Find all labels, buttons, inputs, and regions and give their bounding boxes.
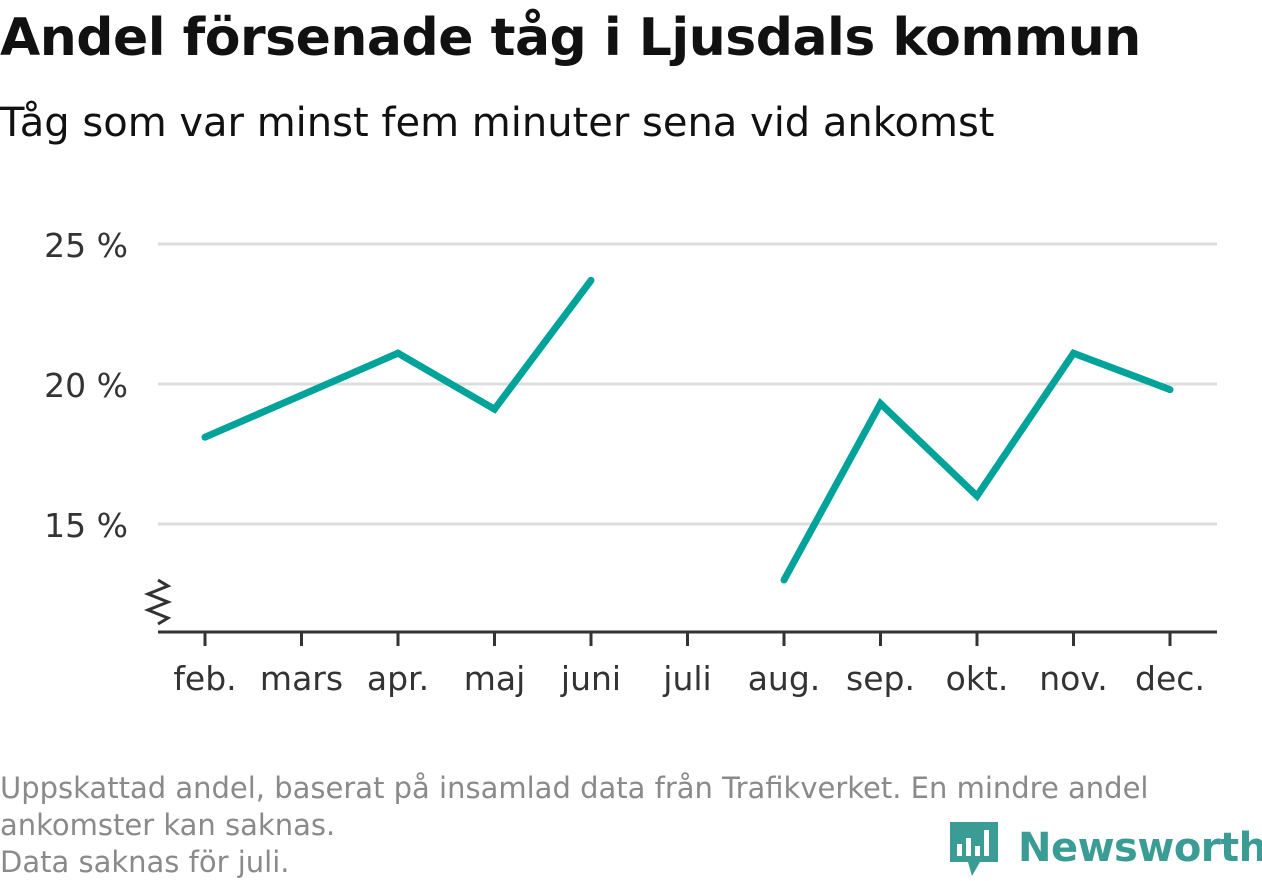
footnote-line-1: Uppskattad andel, baserat på insamlad da… <box>0 771 1149 805</box>
brand-name: Newsworthy <box>1018 825 1262 871</box>
axis-break-marker <box>143 578 173 626</box>
footnote: Uppskattad andel, baserat på insamlad da… <box>0 770 1250 881</box>
x-tick-label: mars <box>260 659 343 698</box>
footnote-line-2: ankomster kan saknas. <box>0 808 336 842</box>
data-point <box>394 349 402 357</box>
data-point <box>587 276 595 284</box>
data-point <box>780 576 788 584</box>
data-point <box>973 492 981 500</box>
x-tick-label: dec. <box>1135 659 1205 698</box>
data-point <box>201 433 209 441</box>
x-tick-label: sep. <box>846 659 915 698</box>
chart-subtitle: Tåg som var minst fem minuter sena vid a… <box>0 100 995 146</box>
data-point <box>491 405 498 413</box>
newsworthy-logo-icon <box>950 822 998 876</box>
y-tick-label: 15 % <box>44 506 128 545</box>
y-tick-label: 25 % <box>44 226 128 265</box>
x-tick-label: apr. <box>367 659 429 698</box>
data-point <box>1166 386 1174 394</box>
series-line <box>780 348 1172 582</box>
x-tick-label: maj <box>464 659 526 698</box>
x-tick-label: okt. <box>946 659 1009 698</box>
brand-logo: Newsworthy <box>950 818 1262 878</box>
footnote-line-3: Data saknas för juli. <box>0 845 290 879</box>
data-point <box>1070 349 1077 357</box>
x-tick-label: aug. <box>748 659 821 698</box>
x-tick-label: juni <box>560 659 621 698</box>
chart-title: Andel försenade tåg i Ljusdals kommun <box>0 8 1141 68</box>
x-tick-label: feb. <box>173 659 236 698</box>
line-chart: 15 % 20 % 25 % feb. mars apr. maj juni juli aug. s… <box>44 226 1217 698</box>
x-tick-label: nov. <box>1039 659 1108 698</box>
data-point <box>877 400 884 408</box>
y-tick-label: 20 % <box>44 366 128 405</box>
series-line <box>203 278 594 441</box>
data-point <box>298 391 305 399</box>
x-tick-label: juli <box>662 659 711 698</box>
